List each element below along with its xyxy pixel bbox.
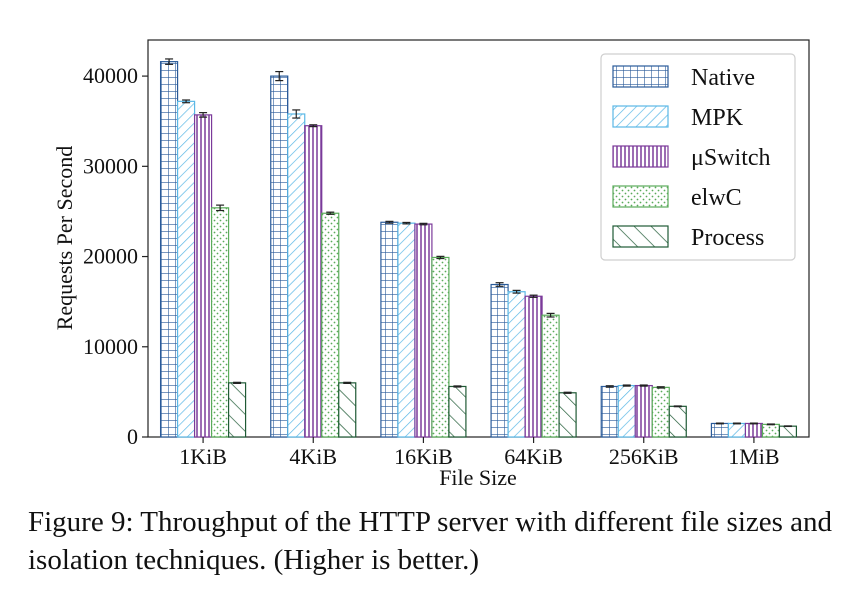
bar-process-1mib [778, 425, 798, 438]
legend-label: elwC [691, 185, 742, 211]
error-bar [639, 384, 648, 387]
bar-native-1kib [159, 61, 179, 438]
bar-μswitch-1kib [193, 114, 213, 438]
x-axis: 1KiB 4KiB 16KiB 64KiB 256KiB 1MiB [179, 437, 780, 469]
error-bar [309, 124, 318, 128]
error-bar [216, 204, 225, 212]
error-bar [673, 405, 682, 408]
legend-label: Process [691, 225, 764, 251]
error-bar [275, 70, 284, 82]
y-tick-label: 20000 [83, 244, 138, 269]
bar-mpk-64kib [507, 291, 526, 438]
bar-mpk-256kib [617, 384, 636, 438]
legend-swatch-native [612, 65, 669, 88]
bar-mpk-1kib [176, 100, 196, 438]
plot-area-frame [147, 39, 810, 438]
bar-native-16kib [380, 221, 399, 438]
bar-process-256kib [668, 405, 687, 438]
legend-swatch-elwc [612, 185, 669, 208]
x-tick-label: 1KiB [179, 444, 227, 469]
x-tick-label: 4KiB [289, 444, 337, 469]
bar-native-1mib [710, 422, 730, 438]
legend-swatch-μswitch [612, 145, 669, 168]
y-axis-label: Requests Per Second [52, 146, 77, 331]
bar-process-64kib [558, 392, 577, 438]
y-axis: 0 10000 20000 30000 40000 [83, 63, 148, 449]
y-tick-label: 10000 [83, 334, 138, 359]
x-tick-label: 256KiB [609, 444, 679, 469]
bar-mpk-16kib [397, 222, 416, 438]
error-bar [495, 282, 504, 287]
figure-caption: Figure 9: Throughput of the HTTP server … [28, 506, 833, 576]
error-bar [182, 99, 191, 104]
error-bar [512, 289, 521, 294]
error-bar [605, 385, 614, 388]
error-bar [749, 422, 758, 425]
y-tick-label: 40000 [83, 63, 138, 88]
bar-mpk-4kib [287, 113, 306, 438]
error-bar [732, 422, 741, 425]
bar-elwc-4kib [321, 212, 340, 438]
bar-elwc-256kib [651, 386, 670, 438]
bar-process-4kib [338, 382, 357, 438]
legend: Native MPK μSwitch elwC Process [600, 53, 796, 261]
bar-process-16kib [448, 385, 467, 438]
x-tick-label: 64KiB [504, 444, 563, 469]
error-bar [656, 386, 665, 389]
error-bar [783, 425, 792, 428]
error-bar [199, 112, 208, 118]
legend-swatch-process [612, 225, 669, 248]
error-bar [715, 422, 724, 425]
legend-label: Native [691, 65, 755, 91]
error-bar [436, 255, 445, 260]
error-bar [402, 221, 411, 225]
x-axis-label: File Size [439, 465, 517, 490]
error-bar [529, 294, 538, 298]
x-tick-label: 1MiB [728, 444, 779, 469]
error-bar [233, 381, 242, 385]
y-tick-label: 0 [127, 424, 138, 449]
bar-elwc-16kib [431, 256, 450, 438]
error-bar [622, 384, 631, 387]
y-tick-label: 30000 [83, 153, 138, 178]
error-bar [563, 391, 572, 394]
error-bar [292, 109, 301, 119]
legend-label: μSwitch [691, 145, 771, 171]
bar-mpk-1mib [727, 422, 747, 438]
x-tick-label: 16KiB [394, 444, 453, 469]
error-bar [546, 312, 555, 318]
bar-μswitch-16kib [414, 223, 433, 438]
legend-label: MPK [691, 105, 744, 131]
bar-process-1kib [227, 382, 247, 438]
bar-μswitch-4kib [304, 125, 323, 438]
bar-elwc-1kib [210, 207, 230, 438]
error-bar [766, 423, 775, 426]
bar-μswitch-1mib [744, 422, 764, 438]
bar-μswitch-64kib [524, 295, 543, 438]
legend-swatch-mpk [612, 105, 669, 128]
error-bar [326, 211, 335, 215]
bar-elwc-64kib [541, 314, 560, 438]
bar-native-64kib [490, 283, 509, 438]
error-bar [453, 385, 462, 388]
bar-elwc-1mib [761, 423, 781, 438]
error-bar [343, 381, 352, 385]
error-bar [385, 220, 394, 224]
bars-group [159, 58, 798, 438]
bar-μswitch-256kib [634, 384, 653, 438]
bar-chart: 0 10000 20000 30000 40000 1KiB 4KiB 16KiB 64KiB… [52, 39, 810, 490]
bar-native-4kib [270, 75, 289, 438]
error-bar [165, 58, 174, 65]
bar-native-256kib [600, 385, 619, 438]
error-bar [419, 222, 428, 226]
